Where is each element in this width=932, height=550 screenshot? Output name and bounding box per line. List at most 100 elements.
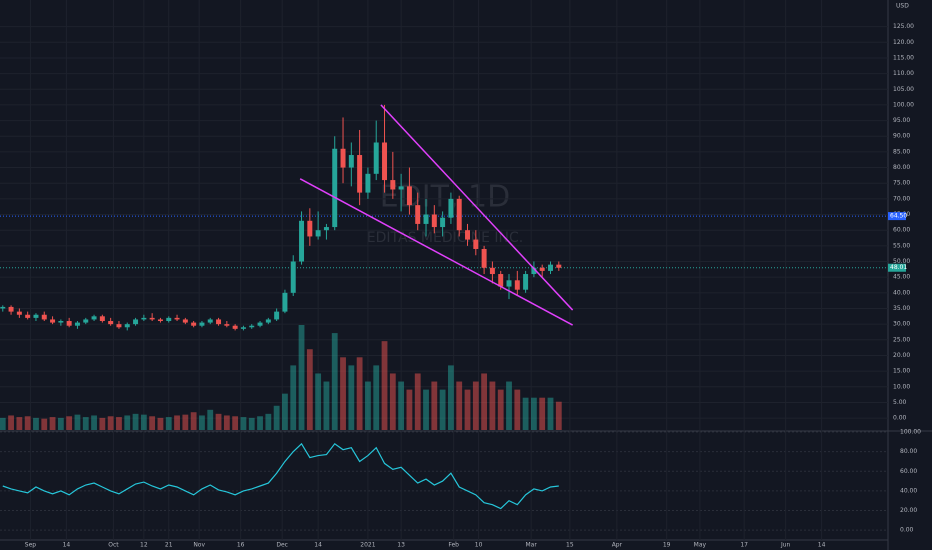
x-tick-label: 13 — [397, 542, 405, 549]
candle-body — [133, 319, 139, 325]
volume-bar — [439, 389, 446, 430]
candle-body — [0, 306, 6, 309]
candle-body — [523, 274, 529, 290]
candle-body — [116, 324, 122, 328]
volume-bar — [373, 365, 380, 430]
candle-body — [257, 322, 263, 326]
x-tick-label: 19 — [663, 542, 671, 549]
y-tick-label: 105.00 — [893, 86, 914, 93]
y-tick-label: 60.00 — [893, 227, 910, 234]
candle-body — [423, 214, 429, 224]
y2-tick-label: 80.00 — [900, 448, 917, 455]
y-tick-label: 30.00 — [893, 321, 910, 328]
trendline — [380, 104, 574, 311]
candle-body — [41, 314, 47, 320]
volume-bar — [49, 417, 56, 430]
candle-body — [25, 314, 31, 318]
volume-bar — [240, 417, 247, 430]
volume-bar — [356, 357, 363, 430]
volume-bar — [265, 413, 272, 430]
candle-body — [157, 319, 163, 322]
candle-body — [431, 214, 437, 228]
x-tick-label: 10 — [475, 542, 483, 549]
candle-body — [182, 319, 188, 323]
candle-body — [16, 311, 22, 315]
volume-bar — [232, 416, 239, 430]
volume-bar — [315, 373, 322, 430]
last-price-label: 48.01 — [890, 264, 907, 271]
volume-bar — [149, 416, 156, 430]
volume-bar — [555, 401, 562, 430]
y-tick-label: 115.00 — [893, 54, 914, 61]
volume-bar — [298, 325, 305, 430]
y-tick-label: 5.00 — [893, 399, 907, 406]
candle-body — [274, 311, 280, 320]
volume-bar — [365, 381, 371, 430]
x-tick-label: 14 — [63, 542, 71, 549]
candle-body — [332, 148, 338, 228]
volume-bar — [91, 415, 97, 430]
x-tick-label: 14 — [314, 542, 322, 549]
x-tick-label: 2021 — [360, 542, 375, 549]
x-tick-label: Oct — [108, 542, 119, 549]
candle-body — [249, 325, 255, 328]
volume-bar — [331, 333, 338, 430]
volume-bar — [124, 415, 131, 430]
volume-bar — [157, 417, 164, 430]
oscillator-line — [2, 442, 559, 510]
y-tick-label: 55.00 — [893, 242, 910, 249]
candle-body — [232, 325, 238, 329]
candle-body — [448, 198, 454, 218]
x-tick-label: Apr — [612, 542, 623, 549]
volume-bar — [57, 417, 64, 430]
volume-bar — [472, 381, 479, 430]
volume-bar — [182, 414, 189, 430]
volume-bar — [522, 397, 529, 430]
x-tick-label: Nov — [193, 542, 205, 549]
candle-body — [357, 155, 363, 193]
candle-body — [539, 267, 545, 271]
candle-body — [348, 155, 354, 168]
candle-body — [50, 319, 56, 323]
volume-bar — [323, 381, 330, 430]
volume-bar — [489, 381, 496, 430]
candle-body — [531, 267, 537, 275]
volume-bar — [448, 365, 454, 430]
y2-tick-label: 20.00 — [900, 507, 917, 514]
y-tick-label: 20.00 — [893, 352, 910, 359]
volume-bar — [547, 397, 554, 430]
trendline — [299, 178, 573, 326]
candle-body — [58, 321, 64, 323]
volume-bar — [381, 341, 388, 430]
x-tick-label: 14 — [818, 542, 826, 549]
volume-bar — [41, 418, 48, 430]
volume-bar — [8, 415, 14, 430]
candle-body — [489, 267, 495, 275]
volume-bar — [340, 357, 346, 430]
candle-body — [481, 248, 487, 268]
x-tick-label: Jun — [780, 542, 791, 549]
volume-bar — [306, 349, 313, 430]
x-tick-label: Mar — [525, 542, 537, 549]
volume-bar — [539, 397, 546, 430]
x-tick-label: Feb — [448, 542, 459, 549]
volume-bar — [348, 365, 355, 430]
volume-bar — [190, 412, 197, 430]
candle-body — [456, 198, 462, 231]
volume-bar — [107, 416, 114, 430]
candle-body — [91, 316, 97, 320]
currency: USD — [896, 3, 909, 10]
y-tick-label: 85.00 — [893, 148, 910, 155]
candle-body — [265, 319, 271, 323]
candle-body — [207, 319, 213, 323]
candle-body — [74, 322, 80, 326]
candle-body — [514, 280, 520, 290]
candle-body — [66, 321, 72, 326]
volume-bar — [414, 373, 421, 430]
candle-body — [149, 317, 155, 320]
candle-body — [33, 314, 39, 318]
x-tick-label: Sep — [25, 542, 37, 549]
volume-bar — [82, 417, 89, 430]
